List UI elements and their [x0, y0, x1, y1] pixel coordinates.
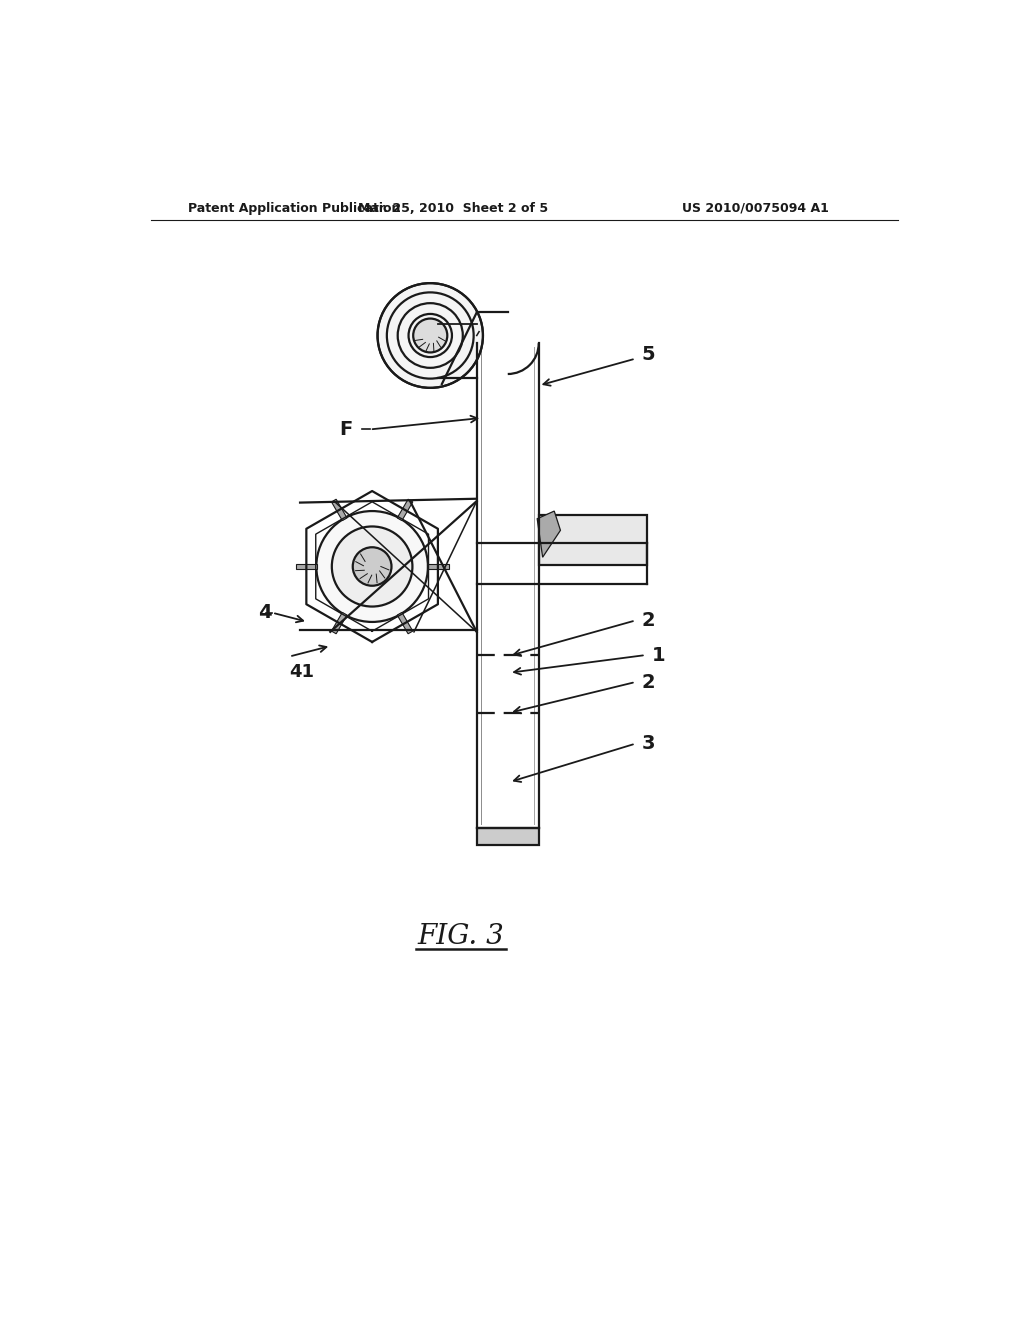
Text: 2: 2 [642, 672, 655, 692]
Text: 41: 41 [289, 663, 314, 681]
Bar [539, 515, 647, 565]
Text: 2: 2 [642, 611, 655, 630]
Polygon shape [427, 564, 449, 569]
Circle shape [332, 527, 413, 607]
Text: 5: 5 [642, 346, 655, 364]
Circle shape [414, 318, 447, 352]
Text: Mar. 25, 2010  Sheet 2 of 5: Mar. 25, 2010 Sheet 2 of 5 [358, 202, 549, 215]
Polygon shape [332, 499, 347, 520]
Text: F: F [340, 420, 352, 440]
Text: Patent Application Publication: Patent Application Publication [188, 202, 400, 215]
Text: 1: 1 [652, 645, 666, 664]
Text: 3: 3 [642, 734, 655, 754]
Polygon shape [296, 564, 317, 569]
Text: FIG. 3: FIG. 3 [418, 923, 505, 949]
Polygon shape [538, 511, 560, 557]
Polygon shape [397, 499, 413, 520]
Polygon shape [397, 612, 413, 634]
Bar [477, 829, 539, 845]
Circle shape [316, 511, 428, 622]
Text: US 2010/0075094 A1: US 2010/0075094 A1 [682, 202, 829, 215]
Polygon shape [332, 612, 347, 634]
Circle shape [352, 548, 391, 586]
Circle shape [378, 284, 483, 388]
Text: 4: 4 [258, 603, 271, 622]
